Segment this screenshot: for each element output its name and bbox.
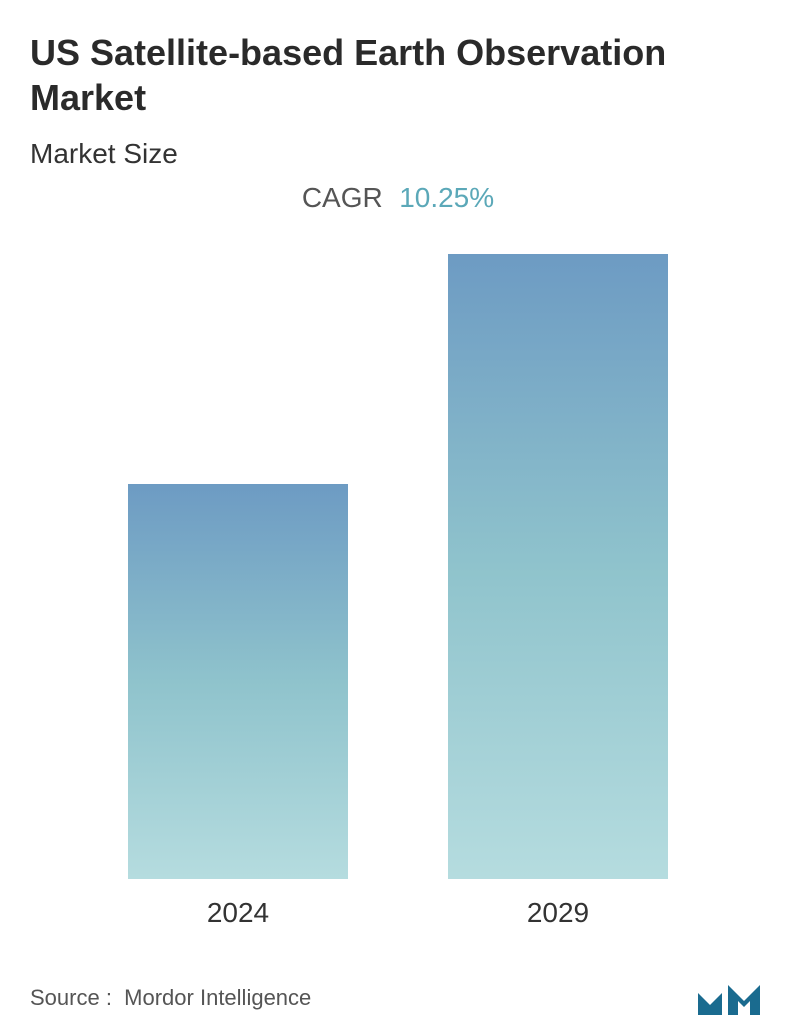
- source-text: Source : Mordor Intelligence: [30, 985, 311, 1011]
- bar-label-1: 2029: [527, 897, 589, 929]
- bar-group-1: 2029: [448, 254, 668, 929]
- brand-logo-icon: [696, 979, 766, 1017]
- cagr-row: CAGR 10.25%: [30, 182, 766, 214]
- source-name: Mordor Intelligence: [124, 985, 311, 1010]
- bar-label-0: 2024: [207, 897, 269, 929]
- cagr-value: 10.25%: [399, 182, 494, 213]
- chart-subtitle: Market Size: [30, 138, 766, 170]
- chart-area: 2024 2029: [30, 254, 766, 949]
- bar-group-0: 2024: [128, 484, 348, 929]
- chart-footer: Source : Mordor Intelligence: [30, 959, 766, 1017]
- bar-1: [448, 254, 668, 879]
- cagr-label: CAGR: [302, 182, 383, 213]
- chart-title: US Satellite-based Earth Observation Mar…: [30, 30, 766, 120]
- source-label: Source :: [30, 985, 112, 1010]
- bar-0: [128, 484, 348, 879]
